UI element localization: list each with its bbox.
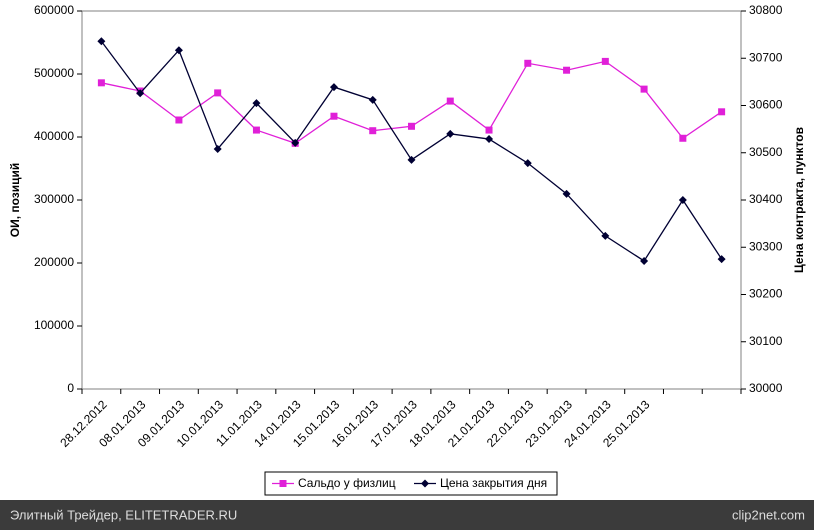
point [446,129,455,138]
y-tick-label: 0 [67,381,74,395]
point [97,79,105,87]
point [408,122,415,130]
point [252,126,260,134]
footer-right: clip2net.com [732,507,805,522]
y2-tick-label: 30700 [749,50,783,64]
point [421,479,429,488]
footer-bar [0,500,814,530]
y-tick-label: 400000 [34,129,74,143]
y2-axis-label: Цена контракта, пунктов [792,127,806,273]
point [562,189,571,198]
point [640,85,648,93]
point [174,46,183,55]
point [523,159,532,168]
point [485,135,494,144]
y-tick-label: 100000 [34,318,74,332]
y2-tick-label: 30300 [749,239,783,253]
y2-tick-label: 30500 [749,145,783,159]
legend-label: Цена закрытия дня [440,476,547,490]
y-axis-label: ОИ, позиций [8,163,22,238]
point [214,89,222,97]
point [485,126,493,134]
point [97,37,106,46]
point [717,255,726,264]
footer-left: Элитный Трейдер, ELITETRADER.RU [10,507,237,522]
y-tick-label: 200000 [34,255,74,269]
point [446,97,454,105]
y2-tick-label: 30800 [749,3,783,17]
point [678,196,687,204]
point [175,116,183,124]
y2-tick-label: 30100 [749,334,783,348]
point [279,480,287,487]
point [213,144,222,153]
point [601,57,609,65]
y2-tick-label: 30600 [749,98,783,112]
point [407,155,416,164]
legend-box [264,471,558,496]
point [679,134,687,142]
point [252,99,261,108]
y2-tick-label: 30200 [749,287,783,301]
y2-tick-label: 30000 [749,381,783,395]
point [330,112,338,120]
point [640,256,649,265]
y-tick-label: 300000 [34,192,74,206]
y-tick-label: 600000 [34,3,74,17]
point [718,108,726,116]
point [563,66,571,74]
point [369,127,377,135]
y-tick-label: 500000 [34,66,74,80]
point [601,231,610,240]
point [136,89,145,98]
point [329,83,338,92]
legend-label: Сальдо у физлиц [298,476,396,490]
y2-tick-label: 30400 [749,192,783,206]
point [524,59,532,67]
point [291,138,300,147]
point [368,95,377,104]
